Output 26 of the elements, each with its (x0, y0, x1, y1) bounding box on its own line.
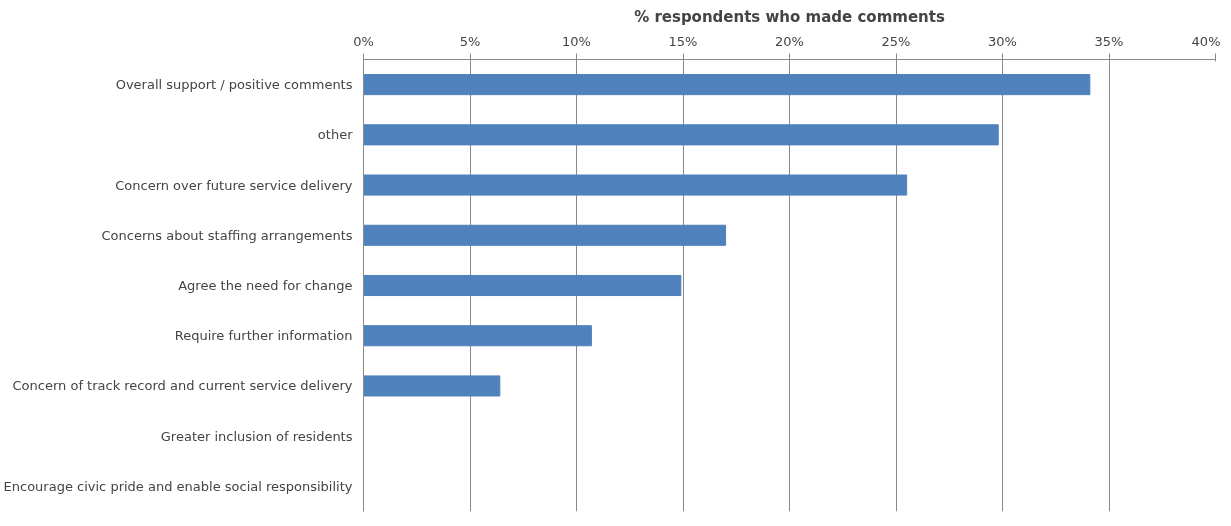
bar (363, 274, 682, 297)
y-tick-label: other (317, 127, 354, 143)
bar (363, 74, 1091, 96)
x-tick-label: 15% (668, 33, 698, 49)
y-tick-label: Overall support / positive comments (115, 77, 353, 93)
y-tick-label: Greater inclusion of residents (160, 428, 353, 444)
x-tick-label: 35% (1094, 33, 1124, 49)
bar (363, 375, 501, 397)
bar (363, 174, 908, 196)
x-tick-label: 40% (1191, 33, 1221, 49)
x-tick-label: 20% (775, 33, 804, 49)
bar (363, 325, 592, 347)
x-tick-label: 30% (988, 33, 1017, 49)
x-tick-label: 25% (881, 33, 911, 49)
chart-title: % respondents who made comments (634, 7, 945, 26)
x-tick-label: 0% (353, 33, 374, 49)
y-tick-label: Require further information (174, 328, 353, 344)
x-tick-label: 5% (459, 33, 481, 49)
bar (363, 124, 999, 146)
bar (363, 224, 727, 246)
y-tick-label: Concern of track record and current service delivery (12, 378, 353, 394)
x-tick-label: 10% (562, 33, 591, 49)
y-tick-label: Concern over future service delivery (115, 177, 353, 193)
y-tick-label: Agree the need for change (178, 278, 353, 293)
y-tick-label: Encourage civic pride and enable social responsibility (3, 478, 353, 494)
y-tick-label: Concerns about staffing arrangements (101, 227, 353, 243)
